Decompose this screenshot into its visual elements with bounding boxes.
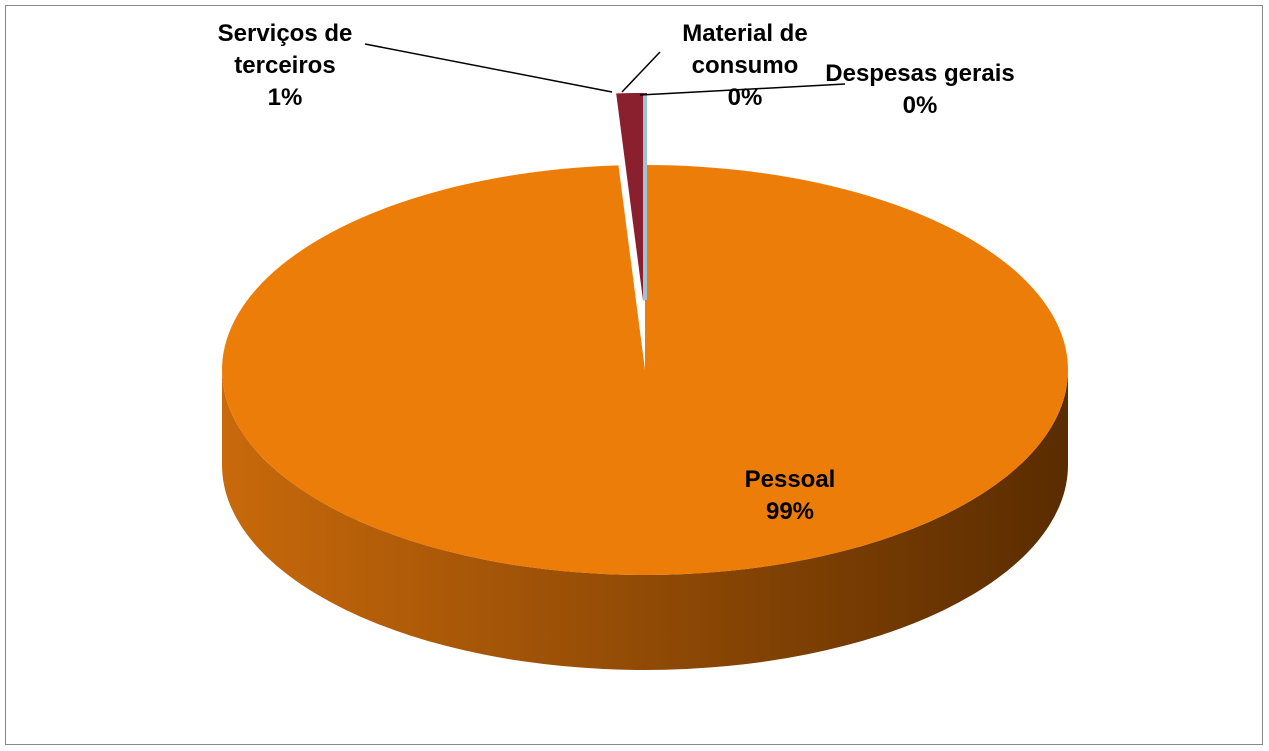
leader-line bbox=[639, 83, 846, 96]
slice-value: 99% bbox=[765, 498, 815, 525]
slice-name: Pessoal bbox=[744, 466, 836, 493]
label: Serviços de terceiros 1% bbox=[195, 18, 375, 114]
label: Material de consumo 0% bbox=[655, 18, 835, 114]
slice-value: 0% bbox=[902, 92, 938, 119]
slice-name: Material de consumo bbox=[682, 20, 808, 79]
label: Pessoal 99% bbox=[690, 464, 890, 528]
slice-value: 1% bbox=[267, 84, 303, 111]
slice bbox=[222, 165, 1069, 576]
leader-line bbox=[364, 43, 613, 93]
slice-name: Serviços de terceiros bbox=[217, 20, 353, 79]
leader-line bbox=[621, 51, 661, 93]
slice-value: 0% bbox=[727, 84, 763, 111]
slice-name: Despesas gerais bbox=[825, 60, 1015, 87]
label: Despesas gerais 0% bbox=[820, 58, 1020, 122]
slice-side bbox=[222, 370, 1068, 670]
